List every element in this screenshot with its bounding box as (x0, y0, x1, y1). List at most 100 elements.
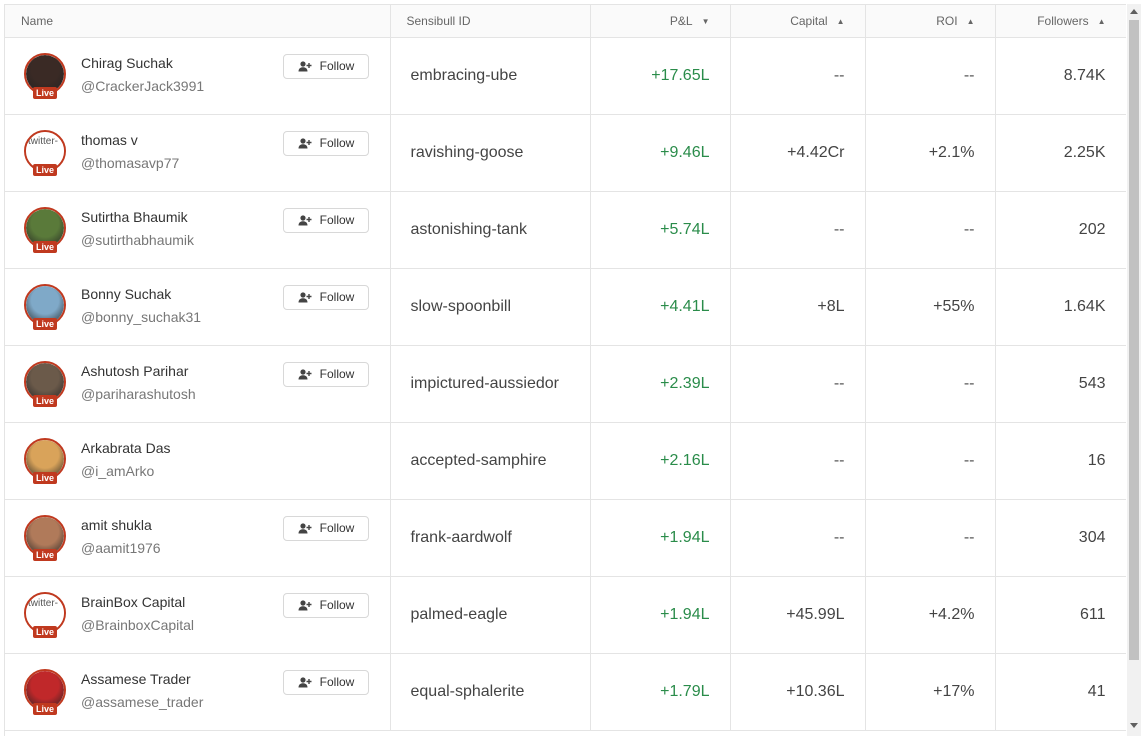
user-name[interactable]: Chirag Suchak (81, 54, 173, 71)
followers-cell: 2.25K (995, 114, 1126, 192)
follow-button-label: Follow (319, 367, 355, 381)
sensibull-id-cell: embracing-ube (390, 37, 591, 115)
scroll-down-arrow-icon[interactable] (1130, 723, 1138, 728)
pnl-cell: +17.65L (590, 37, 731, 115)
add-person-icon (298, 214, 312, 226)
table-row[interactable]: Live Assamese Trader @assamese_trader Fo… (5, 653, 1126, 731)
follow-button[interactable]: Follow (283, 130, 369, 156)
column-header-followers[interactable]: Followers ▲ (995, 5, 1126, 38)
table-row[interactable]: Live amit shukla @aamit1976 Follow frank… (5, 499, 1126, 577)
table-row[interactable]: Live Bonny Suchak @bonny_suchak31 Follow… (5, 268, 1126, 346)
follow-button-label: Follow (319, 675, 355, 689)
capital-cell: +4.42Cr (730, 114, 866, 192)
user-name[interactable]: amit shukla (81, 516, 152, 533)
table-row[interactable]: Live Sutirtha Bhaumik @sutirthabhaumik F… (5, 191, 1126, 269)
column-header-pnl[interactable]: P&L ▼ (590, 5, 731, 38)
user-name[interactable]: Assamese Trader (81, 670, 191, 687)
follow-button-label: Follow (319, 521, 355, 535)
user-handle[interactable]: @BrainboxCapital (81, 616, 195, 633)
roi-cell: -- (865, 37, 996, 115)
user-name[interactable]: Bonny Suchak (81, 285, 172, 302)
user-name[interactable]: BrainBox Capital (81, 593, 186, 610)
avatar[interactable] (24, 283, 66, 326)
live-badge: Live (33, 548, 57, 561)
broken-image-alt-text: twitter- (28, 135, 58, 147)
user-handle[interactable]: @bonny_suchak31 (81, 308, 202, 325)
follow-button[interactable]: Follow (283, 592, 369, 618)
follow-button-label: Follow (319, 598, 355, 612)
vertical-scrollbar[interactable] (1127, 4, 1141, 736)
avatar[interactable]: twitter- (24, 591, 66, 634)
scrollbar-thumb[interactable] (1129, 20, 1139, 660)
follow-button[interactable]: Follow (283, 284, 369, 310)
table-row[interactable]: Live Chirag Suchak @CrackerJack3991 Foll… (5, 37, 1126, 115)
avatar-image (26, 285, 64, 324)
sort-desc-icon[interactable]: ▼ (701, 16, 710, 26)
name-cell: Live Bonny Suchak @bonny_suchak31 Follow (5, 268, 391, 346)
followers-cell: 304 (995, 499, 1126, 577)
user-handle[interactable]: @aamit1976 (81, 539, 161, 556)
avatar-image (26, 362, 64, 401)
follow-button[interactable]: Follow (283, 669, 369, 695)
user-handle[interactable]: @assamese_trader (81, 693, 204, 710)
name-cell: Live Assamese Trader @assamese_trader Fo… (5, 653, 391, 731)
table-row[interactable]: Live Arkabrata Das @i_amArko accepted-sa… (5, 422, 1126, 500)
table-row[interactable]: twitter- Live BrainBox Capital @Brainbox… (5, 576, 1126, 654)
table-body: Live Chirag Suchak @CrackerJack3991 Foll… (5, 37, 1126, 731)
sensibull-id-cell: impictured-aussiedor (390, 345, 591, 423)
followers-cell: 1.64K (995, 268, 1126, 346)
scroll-up-arrow-icon[interactable] (1130, 9, 1138, 14)
column-header-roi[interactable]: ROI ▲ (865, 5, 996, 38)
sensibull-id-cell: slow-spoonbill (390, 268, 591, 346)
roi-cell: +55% (865, 268, 996, 346)
pnl-cell: +1.94L (590, 499, 731, 577)
user-name[interactable]: Ashutosh Parihar (81, 362, 189, 379)
column-header-followers-label: Followers (1037, 13, 1089, 28)
follow-button-label: Follow (319, 136, 355, 150)
sort-asc-icon[interactable]: ▲ (966, 16, 975, 26)
live-badge: Live (33, 394, 57, 407)
table-row[interactable]: Live Ashutosh Parihar @pariharashutosh F… (5, 345, 1126, 423)
user-handle[interactable]: @sutirthabhaumik (81, 231, 195, 248)
live-badge: Live (33, 240, 57, 253)
follow-button-label: Follow (319, 290, 355, 304)
follow-button[interactable]: Follow (283, 207, 369, 233)
user-handle[interactable]: @thomasavp77 (81, 154, 180, 171)
user-handle[interactable]: @i_amArko (81, 462, 155, 479)
capital-cell: -- (730, 191, 866, 269)
sort-asc-icon[interactable]: ▲ (1097, 16, 1106, 26)
pnl-cell: +1.94L (590, 576, 731, 654)
sort-asc-icon[interactable]: ▲ (836, 16, 845, 26)
capital-cell: +10.36L (730, 653, 866, 731)
add-person-icon (298, 368, 312, 380)
avatar-image (26, 516, 64, 555)
follow-button[interactable]: Follow (283, 515, 369, 541)
follow-button[interactable]: Follow (283, 53, 369, 79)
avatar-image (26, 593, 64, 632)
user-handle[interactable]: @CrackerJack3991 (81, 77, 205, 94)
live-badge: Live (33, 86, 57, 99)
add-person-icon (298, 137, 312, 149)
avatar[interactable] (24, 360, 66, 403)
user-handle[interactable]: @pariharashutosh (81, 385, 196, 402)
followers-cell: 611 (995, 576, 1126, 654)
leaderboard-table-container: Name Sensibull ID P&L ▼ Capital ▲ ROI ▲ Fol… (4, 4, 1126, 736)
live-badge: Live (33, 471, 57, 484)
followers-cell: 41 (995, 653, 1126, 731)
follow-button[interactable]: Follow (283, 361, 369, 387)
column-header-capital[interactable]: Capital ▲ (730, 5, 866, 38)
user-name[interactable]: thomas v (81, 131, 138, 148)
add-person-icon (298, 676, 312, 688)
capital-cell: +45.99L (730, 576, 866, 654)
add-person-icon (298, 599, 312, 611)
avatar[interactable] (24, 668, 66, 711)
pnl-cell: +1.79L (590, 653, 731, 731)
pnl-cell: +5.74L (590, 191, 731, 269)
user-name[interactable]: Arkabrata Das (81, 439, 171, 456)
follow-button-label: Follow (319, 59, 355, 73)
table-row[interactable]: twitter- Live thomas v @thomasavp77 Foll… (5, 114, 1126, 192)
capital-cell: -- (730, 499, 866, 577)
follow-button-label: Follow (319, 213, 355, 227)
user-name[interactable]: Sutirtha Bhaumik (81, 208, 188, 225)
sensibull-id-cell: palmed-eagle (390, 576, 591, 654)
